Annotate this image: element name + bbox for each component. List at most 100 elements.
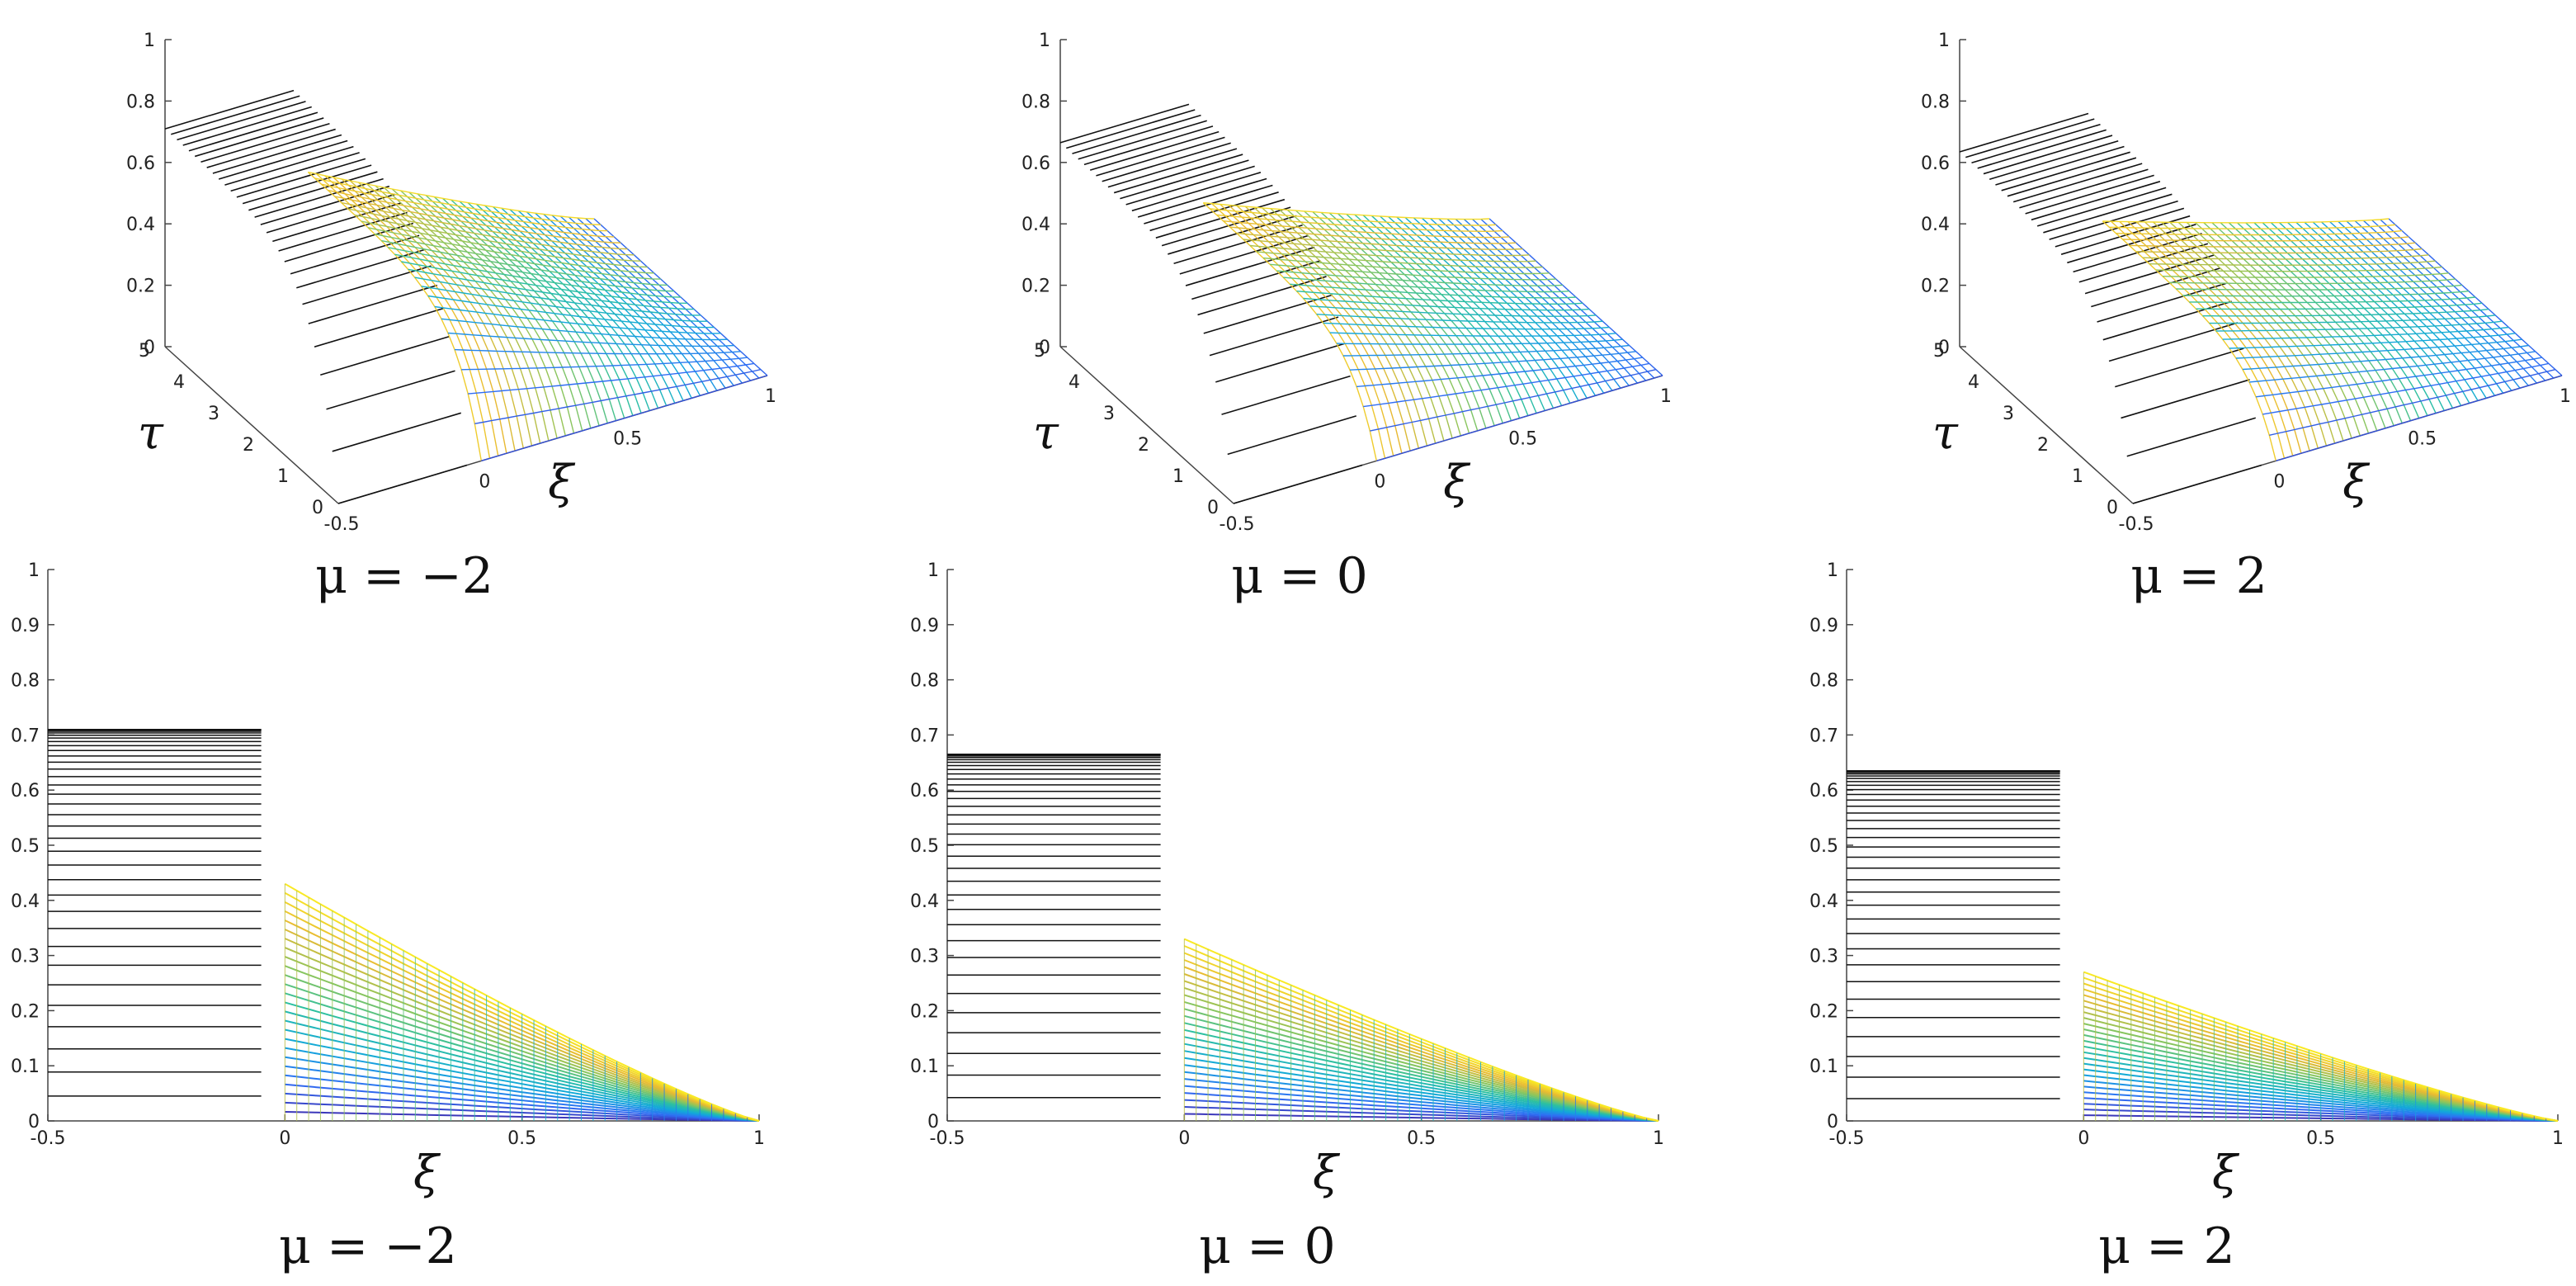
surface-xi-line	[2312, 221, 2487, 399]
plateau-line	[1125, 165, 1255, 206]
surface-tau-line	[421, 286, 708, 323]
series-curve	[2083, 971, 2559, 1122]
y-tick-label: 0.7	[11, 726, 40, 746]
plateau-line	[2067, 224, 2196, 264]
y-tick-label: 0.9	[910, 616, 939, 636]
surface-tau-line	[1270, 263, 1556, 281]
plateau-line	[1209, 316, 1339, 357]
surface-tau-line	[2189, 296, 2476, 304]
surface-tau-line	[1210, 208, 1497, 226]
z-tick-label: 0.2	[126, 277, 155, 297]
xi-tick-label: -0.5	[1220, 514, 1255, 535]
surface-tau-line	[2102, 218, 2390, 224]
y-tick-label: 0.6	[1809, 781, 1838, 801]
plateau-line	[194, 117, 324, 158]
surface-tau-line	[2215, 320, 2503, 332]
tau-tick-label: 4	[1069, 372, 1080, 393]
plateau-line	[1107, 148, 1238, 188]
surface-tau-line	[1249, 244, 1536, 262]
z-tick-label: 0.4	[126, 215, 155, 235]
y-tick-label: 0.9	[1809, 616, 1838, 636]
plateau-line	[1113, 154, 1243, 194]
tau-tick-label: 3	[1103, 404, 1115, 424]
y-tick-label: 0.6	[11, 781, 40, 801]
plateau-line	[164, 89, 295, 130]
plateau-line	[1977, 129, 2107, 169]
tau-tick-label: 0	[2107, 498, 2118, 518]
surface-tau-line	[2196, 302, 2483, 310]
y-tick-label: 0.1	[11, 1057, 40, 1077]
plateau-line	[332, 412, 461, 452]
plateau-line	[212, 134, 342, 174]
surface-tau-line	[1296, 291, 1583, 305]
xi-axis-label: ξ	[1443, 456, 1471, 510]
plateau-line	[1144, 184, 1273, 225]
tau-tick-label: 2	[2037, 435, 2049, 456]
surface-tau-line	[2182, 291, 2469, 297]
plateau-line	[177, 101, 306, 141]
plateau-line	[2132, 464, 2262, 504]
xi-axis-label: ξ	[2342, 456, 2371, 510]
plateau-line	[1096, 136, 1225, 177]
plateau-line	[1173, 224, 1303, 265]
plateau-line	[242, 164, 372, 205]
plateau-line	[284, 222, 414, 262]
plateau-line	[171, 95, 300, 135]
plateau-line	[1995, 145, 2125, 186]
y-tick-label: 0	[28, 1112, 40, 1132]
plateau-line	[2007, 157, 2137, 197]
surface-tau-line	[1262, 257, 1550, 275]
tau-tick-label: 5	[1933, 341, 1945, 362]
y-tick-label: 0.3	[1809, 947, 1838, 967]
surface-tau-line	[2135, 248, 2423, 254]
plateau-line	[1965, 118, 2095, 158]
panel-caption: μ = 0	[1231, 547, 1368, 605]
x-axis-label: ξ	[2212, 1147, 2240, 1200]
surface-tau-line	[354, 214, 641, 262]
surface-tau-line	[321, 183, 608, 232]
surface-tau-line	[1256, 251, 1543, 268]
y-tick-label: 0.4	[11, 891, 40, 912]
surface-tau-line	[1203, 202, 1490, 220]
plateau-line	[272, 202, 402, 243]
surface-tau-line	[1323, 322, 1610, 330]
surface-xi-line	[1211, 203, 1386, 459]
plateau-line	[1059, 103, 1190, 144]
plateau-line	[201, 122, 330, 163]
y-tick-label: 0.8	[910, 671, 939, 692]
xi-tick-label: 0.5	[2408, 429, 2437, 450]
surface-tau-line	[434, 305, 721, 334]
panel-caption: μ = 2	[2098, 1217, 2235, 1275]
x-tick-label: 0	[2078, 1128, 2089, 1149]
plateau-line	[296, 248, 426, 289]
y-tick-label: 0.7	[1809, 726, 1838, 746]
surface-xi-line	[451, 199, 625, 418]
z-tick-label: 1	[1938, 31, 1950, 51]
plateau-line	[1233, 464, 1363, 504]
surface-tau-line	[1309, 305, 1597, 317]
surface-tau-line	[2149, 260, 2436, 266]
surface-tau-line	[1316, 314, 1603, 324]
plateau-line	[1149, 191, 1279, 232]
y-tick-label: 1	[28, 560, 40, 581]
plateau-line	[2036, 187, 2167, 227]
xi-tick-label: 1	[2559, 386, 2571, 407]
z-tick-label: 0.8	[126, 92, 155, 112]
surface-tau-line	[1349, 351, 1636, 371]
tau-tick-label: 5	[1034, 341, 1045, 362]
plateau-line	[1989, 139, 2119, 181]
surface-tau-line	[1376, 375, 1663, 461]
surface-tau-line	[2242, 344, 2529, 371]
surface-tau-line	[341, 201, 628, 250]
plateau-line	[1168, 215, 1297, 255]
plateau-line	[2025, 174, 2154, 215]
y-tick-label: 0.3	[11, 947, 40, 967]
surface-tau-line	[2129, 242, 2416, 248]
plateau-line	[1959, 112, 2089, 153]
surface-tau-line	[2116, 229, 2403, 236]
tau-tick-label: 4	[173, 372, 185, 393]
y-tick-label: 0.7	[910, 726, 939, 746]
plateau-line	[1179, 234, 1309, 275]
plateau-line	[182, 106, 312, 146]
